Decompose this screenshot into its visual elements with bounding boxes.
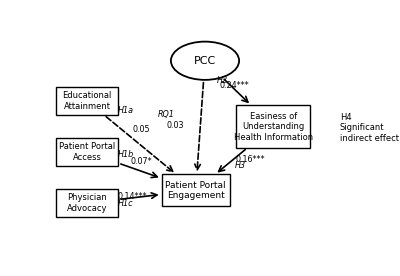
Text: 0.24***: 0.24*** bbox=[220, 81, 249, 90]
Text: 0.05: 0.05 bbox=[133, 125, 150, 134]
Text: 0.07*: 0.07* bbox=[131, 157, 152, 166]
Text: Patient Portal
Access: Patient Portal Access bbox=[59, 142, 115, 162]
Text: 0.03: 0.03 bbox=[167, 121, 184, 130]
Text: 0.14***: 0.14*** bbox=[118, 192, 147, 201]
Text: H1b: H1b bbox=[118, 150, 134, 159]
Text: PCC: PCC bbox=[194, 56, 216, 66]
Text: H1a: H1a bbox=[118, 106, 134, 115]
Text: Patient Portal
Engagement: Patient Portal Engagement bbox=[165, 181, 226, 200]
Text: RQ1: RQ1 bbox=[158, 110, 175, 120]
Text: Physician
Advocacy: Physician Advocacy bbox=[67, 193, 108, 213]
Text: H4
Significant
indirect effect: H4 Significant indirect effect bbox=[340, 113, 399, 143]
Text: Easiness of
Understanding
Health Information: Easiness of Understanding Health Informa… bbox=[234, 112, 313, 142]
Text: H3: H3 bbox=[235, 161, 246, 171]
Text: H1c: H1c bbox=[118, 199, 134, 208]
Text: H2: H2 bbox=[216, 76, 228, 86]
Text: Educational
Attainment: Educational Attainment bbox=[62, 91, 112, 111]
Text: 0.16***: 0.16*** bbox=[235, 155, 265, 164]
